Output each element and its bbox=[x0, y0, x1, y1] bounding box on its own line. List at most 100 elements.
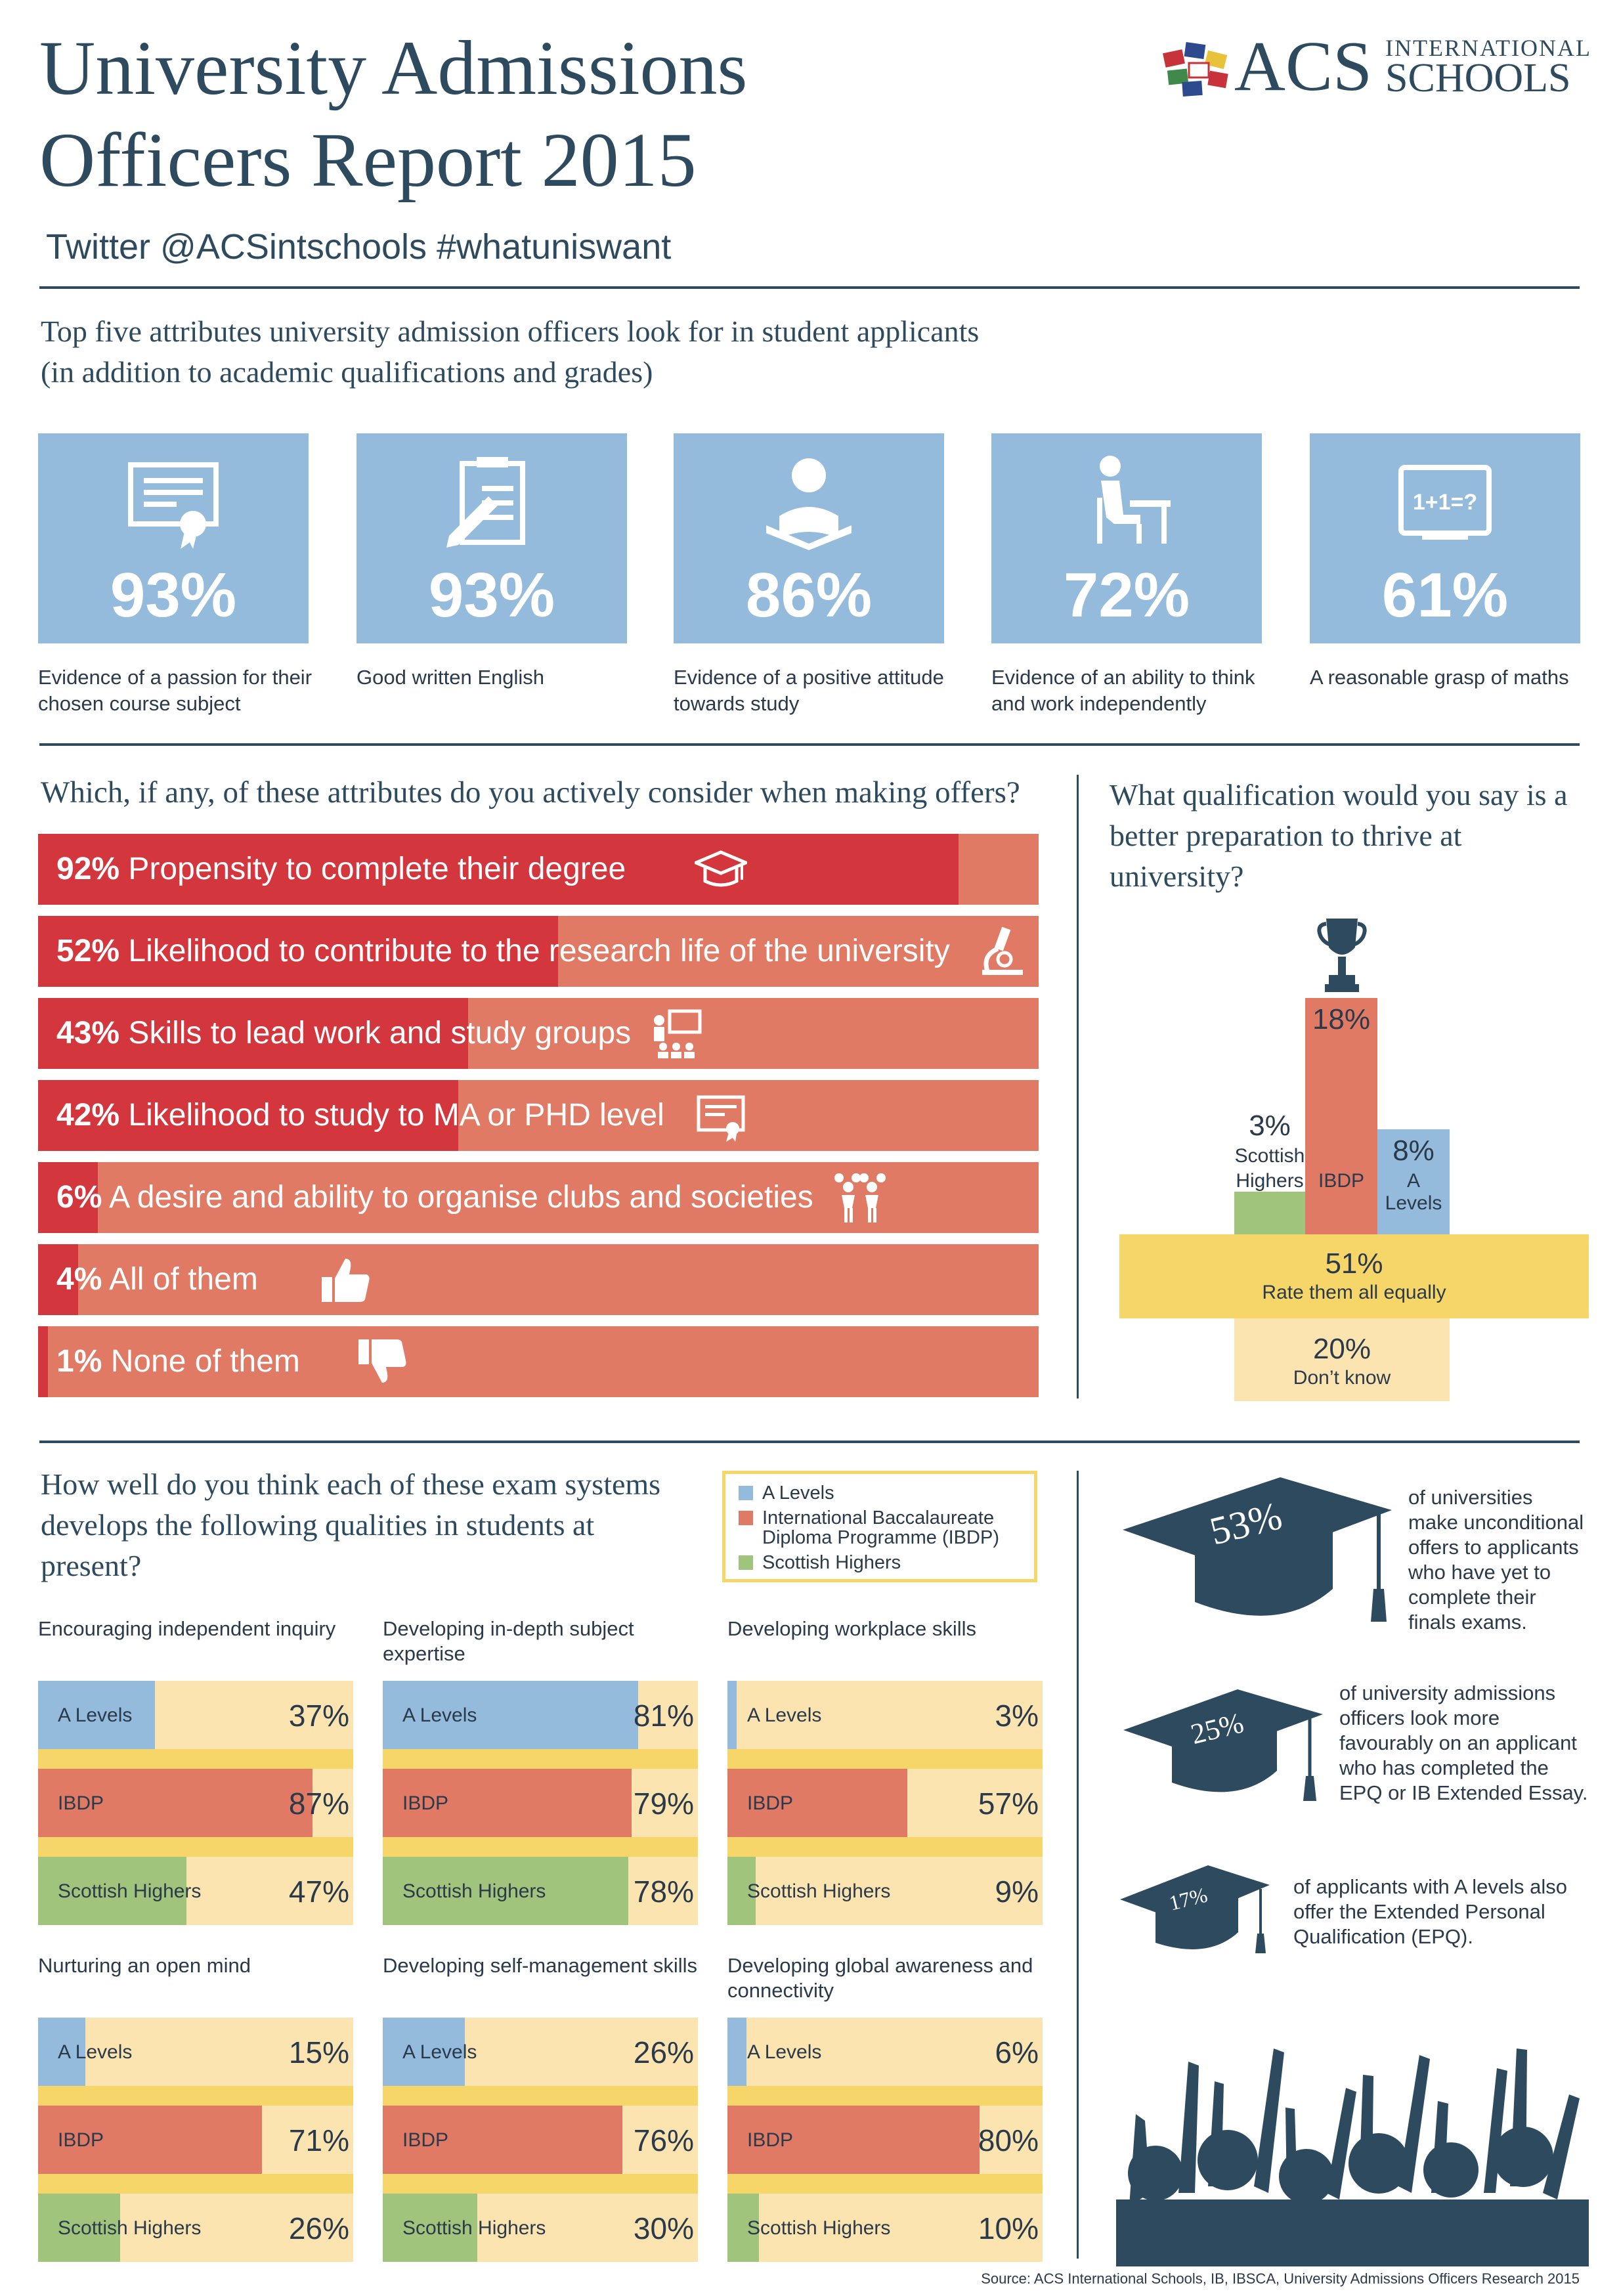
exam-panel-separator bbox=[383, 2174, 698, 2194]
exam-panel-separator bbox=[727, 2174, 1043, 2194]
exam-bar-fill bbox=[38, 1857, 186, 1925]
logo-international: INTERNATIONAL bbox=[1385, 35, 1591, 61]
alevels-pct: 8% bbox=[1392, 1135, 1435, 1167]
exam-panel: A Levels 15% IBDP 71% Scottish Highers 26% bbox=[38, 2018, 353, 2263]
dont-know-label: Don’t know bbox=[1293, 1367, 1391, 1389]
exam-bar-label: Scottish Highers bbox=[747, 1880, 891, 1902]
exam-bar-pct: 15% bbox=[288, 2035, 349, 2069]
exam-bar-label: Scottish Highers bbox=[58, 2217, 202, 2239]
dont-know-pct: 20% bbox=[1312, 1333, 1371, 1365]
top5-label: Evidence of an ability to think and work… bbox=[991, 666, 1255, 715]
exam-bar: A Levels 26% bbox=[383, 2018, 698, 2086]
blackboard-icon: 1+1=? bbox=[1398, 465, 1492, 540]
exam-panel-separator bbox=[38, 2174, 353, 2194]
presentation-icon bbox=[654, 1009, 702, 1058]
exam-bar: Scottish Highers 78% bbox=[383, 1857, 698, 1925]
attribute-bar: 1% None of them bbox=[38, 1326, 1039, 1397]
attribute-text: Likelihood to contribute to the research… bbox=[128, 934, 950, 968]
legend: A Levels International Baccalaureate Dip… bbox=[722, 1471, 1037, 1582]
top5-label: A reasonable grasp of maths bbox=[1310, 666, 1569, 689]
ibdp-bar bbox=[1305, 998, 1377, 1234]
attribute-bar-fill bbox=[38, 1244, 78, 1315]
twitter-handle[interactable]: Twitter @ACSintschools #whatuniswant bbox=[46, 227, 672, 267]
exam-panel-separator bbox=[727, 2086, 1043, 2106]
exam-bar-pct: 37% bbox=[288, 1699, 349, 1733]
attribute-bar-fill bbox=[38, 834, 959, 905]
page-title-line1: University Admissions bbox=[39, 25, 748, 111]
thumbs-down-icon bbox=[358, 1339, 406, 1383]
exam-bar-label: IBDP bbox=[402, 2129, 449, 2151]
exam-bar: A Levels 3% bbox=[727, 1681, 1043, 1749]
attribute-bar-fill bbox=[38, 1162, 98, 1233]
exam-bar-pct: 87% bbox=[288, 1787, 349, 1821]
exam-bar-fill bbox=[727, 1857, 756, 1925]
ibdp-pct: 18% bbox=[1312, 1003, 1371, 1035]
exam-bar: Scottish Highers 26% bbox=[38, 2194, 353, 2262]
attribute-text: None of them bbox=[110, 1344, 300, 1379]
celebrating-crowd-icon bbox=[1116, 2048, 1589, 2266]
top5-label: Evidence of a passion for their chosen c… bbox=[38, 666, 313, 715]
exam-bar-label: A Levels bbox=[402, 2041, 477, 2063]
exam-bar: IBDP 80% bbox=[727, 2106, 1043, 2174]
exam-bar-fill bbox=[38, 2194, 120, 2262]
exam-bar-label: Scottish Highers bbox=[747, 2217, 891, 2239]
attribute-bar: 92% Propensity to complete their degree bbox=[38, 834, 1039, 905]
exam-panel-separator bbox=[38, 1749, 353, 1769]
top5-pct: 93% bbox=[110, 560, 237, 630]
logo-schools: SCHOOLS bbox=[1385, 56, 1571, 100]
exam-bar-pct: 26% bbox=[633, 2035, 694, 2069]
divider bbox=[39, 286, 1580, 289]
top5-pct: 72% bbox=[1063, 560, 1190, 630]
exam-bar: Scottish Highers 47% bbox=[38, 1857, 353, 1925]
legend-alevels: A Levels bbox=[762, 1483, 834, 1504]
top5-tile-4: 72% bbox=[991, 433, 1262, 643]
exam-panel-separator bbox=[383, 2086, 698, 2106]
attribute-bar-fill bbox=[38, 916, 559, 987]
exam-panel-separator bbox=[727, 1749, 1043, 1769]
exam-bar-fill bbox=[727, 2018, 746, 2086]
exam-panel: A Levels 6% IBDP 80% Scottish Highers 10% bbox=[727, 2018, 1043, 2263]
attribute-bar: 4% All of them bbox=[38, 1244, 1039, 1315]
mortarboard-icon: 25% bbox=[1123, 1689, 1323, 1801]
legend-ibdp: International Baccalaureate Diploma Prog… bbox=[762, 1507, 999, 1548]
attribute-pct: 92% bbox=[56, 852, 120, 886]
math-board-text: 1+1=? bbox=[1413, 490, 1477, 515]
rate-all-equally-label: Rate them all equally bbox=[1262, 1282, 1446, 1303]
exam-bar-pct: 9% bbox=[995, 1874, 1039, 1909]
exam-panel-separator bbox=[727, 1837, 1043, 1857]
scottish-highers-bar bbox=[1234, 1192, 1305, 1234]
exam-bar: A Levels 15% bbox=[38, 2018, 353, 2086]
rate-all-equally-bar bbox=[1119, 1234, 1589, 1318]
ibdp-label: IBDP bbox=[1318, 1170, 1365, 1192]
exam-panel-title: Encouraging independent inquiry bbox=[38, 1617, 336, 1640]
exam-panel-title: Developing in-depth subject expertise bbox=[383, 1617, 634, 1665]
logo-acs: ACS bbox=[1234, 28, 1373, 106]
attribute-pct: 6% bbox=[56, 1180, 102, 1215]
exam-bar-label: Scottish Highers bbox=[402, 1880, 546, 1902]
exam-bar-label: A Levels bbox=[58, 2041, 133, 2063]
exam-panel-separator bbox=[383, 1837, 698, 1857]
attribute-text: Skills to lead work and study groups bbox=[128, 1016, 632, 1051]
exam-panel-title: Developing self-management skills bbox=[383, 1954, 698, 1977]
mortarboard-icon: 53% bbox=[1123, 1477, 1392, 1622]
top5-subheading: (in addition to academic qualifications … bbox=[41, 355, 653, 389]
attribute-bar-fill bbox=[38, 1080, 459, 1151]
exam-panel: A Levels 3% IBDP 57% Scottish Highers 9% bbox=[727, 1681, 1043, 1926]
top5-tile-5: 1+1=? 61% bbox=[1310, 433, 1580, 643]
vertical-divider bbox=[1077, 1471, 1079, 2259]
attribute-pct: 43% bbox=[56, 1016, 120, 1051]
top5-tile-2: 93% bbox=[356, 433, 627, 643]
exam-panel-separator bbox=[38, 1837, 353, 1857]
attribute-bar: 6% A desire and ability to organise club… bbox=[38, 1162, 1039, 1233]
exam-bar-fill bbox=[383, 2194, 477, 2262]
scottish-highers-pct: 3% bbox=[1249, 1110, 1291, 1142]
exam-panel-separator bbox=[38, 2086, 353, 2106]
top5-heading: Top five attributes university admission… bbox=[41, 314, 980, 348]
attribute-pct: 42% bbox=[56, 1098, 120, 1133]
attribute-bar: 52% Likelihood to contribute to the rese… bbox=[38, 916, 1039, 987]
exam-bar-pct: 80% bbox=[978, 2123, 1039, 2157]
stat-text: of applicants with A levels also offer t… bbox=[1293, 1875, 1568, 1948]
exam-bar-fill bbox=[383, 1769, 632, 1837]
exam-bar-label: IBDP bbox=[747, 2129, 794, 2151]
exam-bar-fill bbox=[383, 1857, 629, 1925]
